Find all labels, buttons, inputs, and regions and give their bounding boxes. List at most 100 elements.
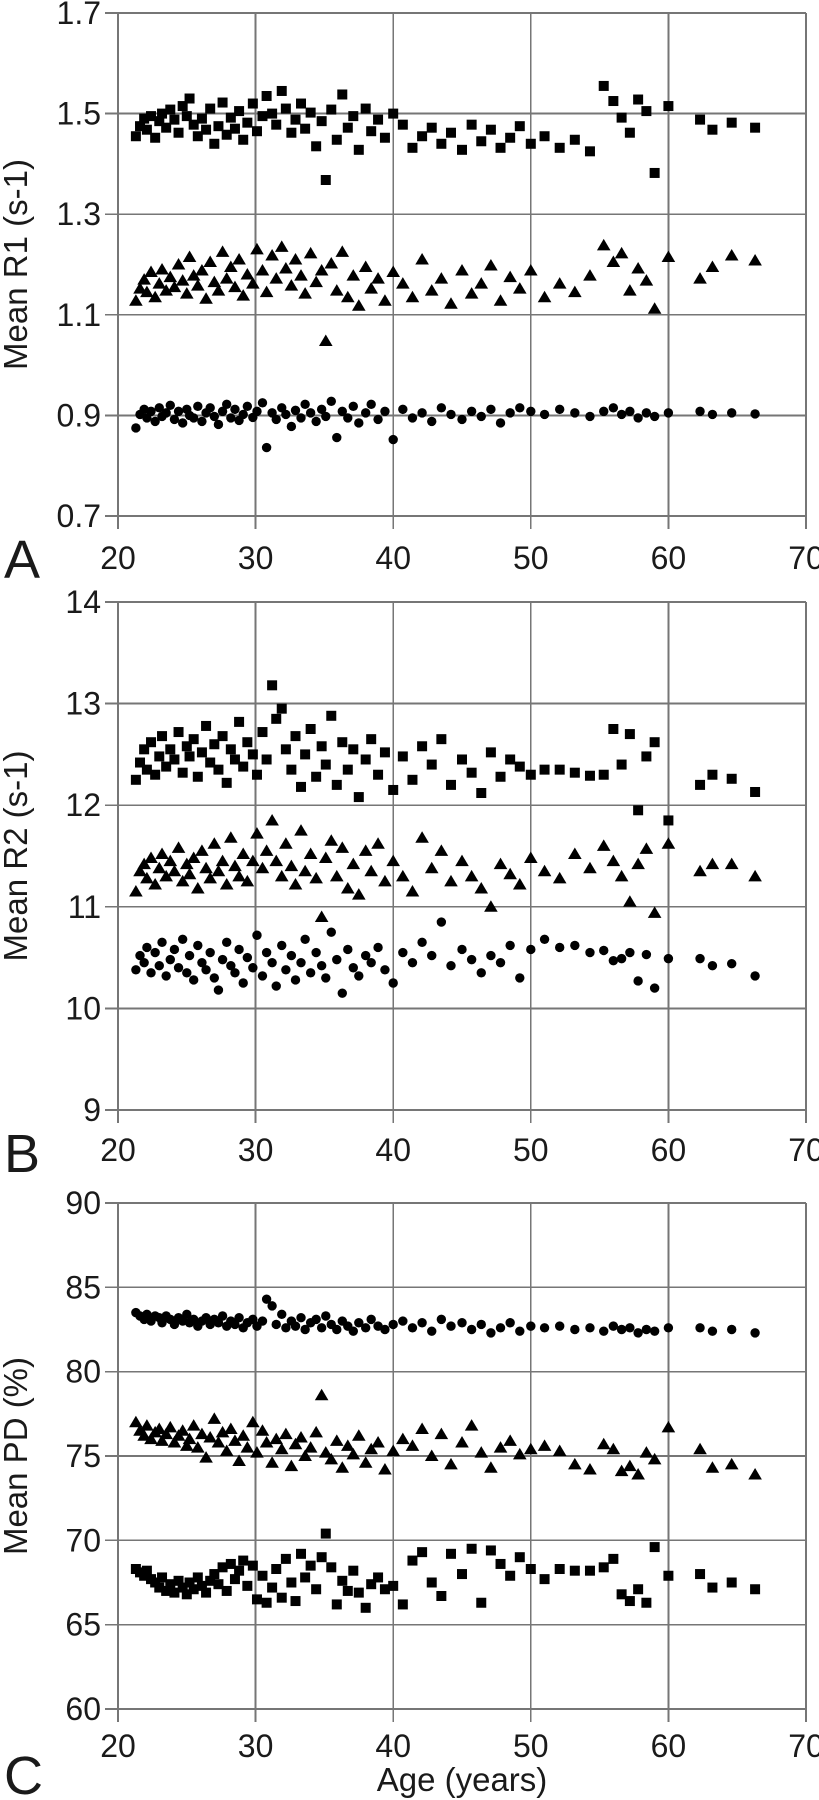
triangle-marker xyxy=(274,1442,289,1455)
square-marker xyxy=(436,734,447,745)
circle-marker xyxy=(150,416,160,427)
circle-marker xyxy=(311,416,321,427)
circle-marker xyxy=(165,400,175,411)
triangle-marker xyxy=(152,1422,167,1435)
y-tick-label: 0.9 xyxy=(57,397,101,433)
triangle-marker xyxy=(318,334,333,346)
circle-marker xyxy=(135,950,145,961)
triangle-marker xyxy=(318,851,333,864)
square-marker xyxy=(267,108,278,119)
triangle-marker xyxy=(552,871,567,884)
triangle-marker xyxy=(631,857,645,870)
triangle-marker xyxy=(596,1437,611,1450)
triangle-marker xyxy=(512,877,527,890)
triangle-marker xyxy=(211,1436,226,1448)
triangle-marker xyxy=(152,861,167,874)
circle-marker xyxy=(398,1316,408,1326)
square-marker xyxy=(280,103,291,114)
circle-marker xyxy=(633,976,643,986)
square-marker xyxy=(608,96,619,107)
square-marker xyxy=(649,1542,660,1553)
circle-marker xyxy=(407,1323,418,1333)
triangle-marker xyxy=(455,1436,469,1448)
triangle-marker xyxy=(396,1432,410,1445)
square-marker xyxy=(181,1589,192,1600)
triangle-marker xyxy=(358,844,373,856)
circle-marker xyxy=(277,940,287,951)
square-marker xyxy=(276,703,287,714)
square-marker xyxy=(280,1553,291,1564)
triangle-marker xyxy=(596,238,611,251)
circle-marker xyxy=(217,406,228,417)
circle-marker xyxy=(608,403,619,413)
circle-marker xyxy=(495,957,506,968)
square-marker xyxy=(276,85,287,96)
triangle-marker xyxy=(386,854,400,867)
circle-marker xyxy=(311,947,321,958)
square-marker xyxy=(217,1562,228,1573)
triangle-marker xyxy=(186,1419,201,1431)
square-marker xyxy=(157,731,168,742)
circle-marker xyxy=(446,961,456,971)
triangle-marker xyxy=(207,837,222,849)
square-marker xyxy=(505,754,516,765)
circle-marker xyxy=(427,950,437,961)
square-marker xyxy=(286,127,297,138)
square-marker xyxy=(331,779,342,790)
triangle-marker xyxy=(298,287,312,299)
square-marker xyxy=(633,1584,644,1595)
circle-marker xyxy=(427,1326,437,1336)
circle-marker xyxy=(242,952,253,963)
y-axis-tick-labels: 0.7 0.9 1.1 1.3 1.5 1.7 xyxy=(57,0,101,534)
triangle-marker xyxy=(524,851,538,864)
square-marker xyxy=(707,769,718,780)
panel-c-series-squares xyxy=(130,1528,761,1613)
triangle-marker xyxy=(464,869,479,882)
square-marker xyxy=(495,771,506,782)
y-axis-title: Mean PD (%) xyxy=(0,1357,34,1555)
triangle-marker xyxy=(140,871,154,884)
circle-marker xyxy=(486,1328,496,1338)
square-marker xyxy=(633,805,644,816)
square-marker xyxy=(598,80,609,91)
triangle-marker xyxy=(159,869,173,882)
y-axis-tick-labels: 9 10 11 12 13 14 xyxy=(65,584,101,1128)
triangle-marker xyxy=(378,874,392,887)
circle-marker xyxy=(146,968,156,978)
square-marker xyxy=(554,764,565,775)
triangle-marker xyxy=(203,1430,217,1443)
square-marker xyxy=(707,124,718,135)
square-marker xyxy=(360,754,371,765)
circle-marker xyxy=(261,442,272,453)
square-marker xyxy=(649,167,660,178)
square-marker xyxy=(608,1553,619,1564)
square-marker xyxy=(271,1564,282,1575)
triangle-marker xyxy=(346,1447,361,1460)
triangle-marker xyxy=(199,861,213,874)
square-marker xyxy=(624,127,635,138)
circle-marker xyxy=(238,978,248,988)
circle-marker xyxy=(707,1326,718,1336)
triangle-marker xyxy=(224,1422,238,1435)
circle-marker xyxy=(570,1324,580,1335)
square-marker xyxy=(407,774,418,785)
triangle-marker xyxy=(246,277,260,289)
square-marker xyxy=(267,680,278,691)
circle-marker xyxy=(726,1324,737,1335)
triangle-marker xyxy=(259,285,274,298)
triangle-marker xyxy=(583,1462,597,1475)
square-marker xyxy=(213,764,224,775)
square-marker xyxy=(173,1575,184,1586)
triangle-marker xyxy=(524,1442,538,1455)
circle-marker xyxy=(182,1309,192,1320)
triangle-marker xyxy=(661,250,676,262)
circle-marker xyxy=(380,406,390,417)
circle-marker xyxy=(608,1321,619,1331)
triangle-marker xyxy=(163,854,178,867)
circle-marker xyxy=(380,1324,390,1335)
square-marker xyxy=(569,1565,580,1576)
square-marker xyxy=(539,764,550,775)
triangle-marker xyxy=(219,877,234,890)
square-marker xyxy=(141,124,152,135)
circle-marker xyxy=(633,413,643,423)
